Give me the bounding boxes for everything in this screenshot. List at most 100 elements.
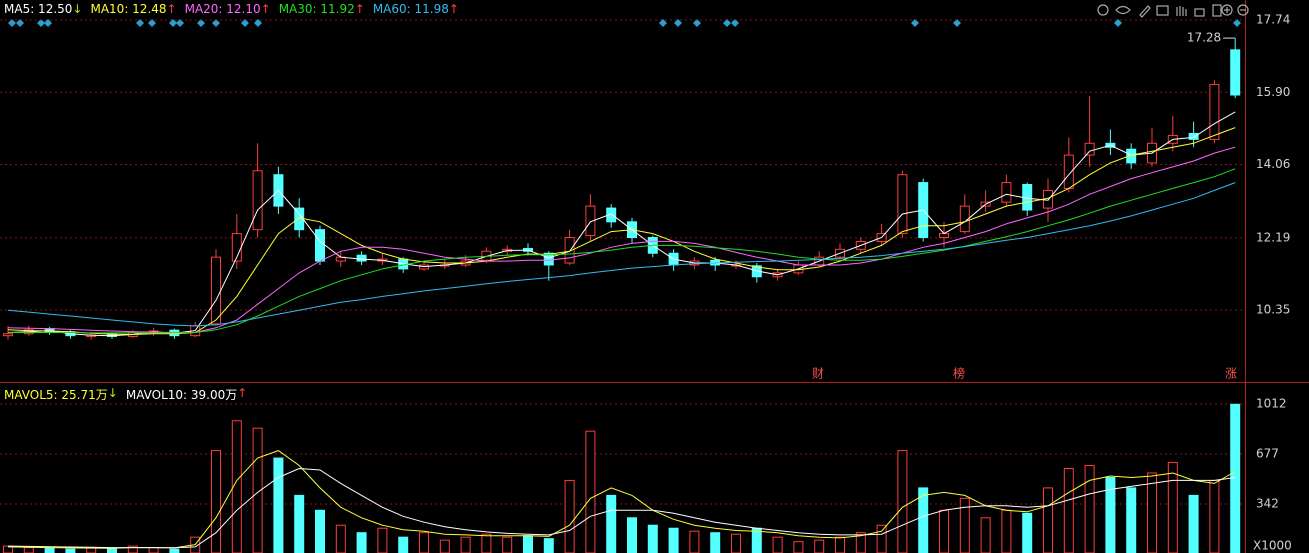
- legend-item: MA10: 12.48 ↑: [90, 2, 176, 16]
- volume-bar: [148, 547, 159, 553]
- volume-bar: [315, 509, 325, 553]
- y-tick-label: 17.74: [1256, 13, 1290, 27]
- store-button[interactable]: [1156, 5, 1169, 16]
- view-button[interactable]: [1115, 5, 1131, 15]
- candle-body: [939, 233, 949, 239]
- volume-bar: [1043, 487, 1053, 553]
- volume-bar: [897, 450, 908, 553]
- volume-bar: [689, 530, 700, 553]
- y-tick-label: 14.06: [1256, 157, 1290, 171]
- volume-bar: [543, 538, 554, 553]
- candle-body: [959, 205, 970, 233]
- y-tick-label: 677: [1256, 447, 1279, 461]
- ma-line: [7, 182, 1236, 327]
- volume-bar: [398, 536, 409, 553]
- candle-body: [1209, 83, 1220, 140]
- legend-item: MAVOL10: 39.00万 ↑: [126, 386, 247, 403]
- zoom-out-button[interactable]: [1237, 4, 1249, 16]
- y-tick-label: 15.90: [1256, 85, 1290, 99]
- legend-text: MA5: 12.50: [4, 2, 73, 16]
- high-label: 17.28: [1187, 31, 1221, 45]
- legend-arrow: ↑: [354, 2, 365, 16]
- zoom-in-button[interactable]: [1221, 4, 1233, 16]
- event-markers: [8, 19, 1241, 27]
- unit-label: X1000: [1253, 539, 1292, 553]
- legend-arrow: ↑: [448, 2, 459, 16]
- ma-line: [7, 111, 1236, 337]
- legend-item: MA60: 11.98 ↑: [373, 2, 459, 16]
- ma-line: [7, 450, 1236, 549]
- volume-bar: [1022, 512, 1033, 553]
- volume-bar: [502, 536, 513, 553]
- volume-bar: [294, 494, 305, 553]
- toolbar: [1097, 4, 1249, 18]
- volume-bar: [939, 509, 949, 553]
- draw-button[interactable]: [1139, 5, 1151, 18]
- candle-body: [252, 170, 263, 231]
- ma-line: [7, 127, 1236, 336]
- volume-bar: [1188, 494, 1199, 553]
- volume-bar: [1063, 468, 1074, 553]
- volume-bar: [419, 532, 429, 553]
- volume-bar: [211, 450, 221, 553]
- candle-body: [1188, 132, 1199, 140]
- volume-bar: [1230, 403, 1241, 553]
- candle-body: [543, 252, 554, 266]
- hand-button[interactable]: [1176, 6, 1187, 16]
- volume-bar: [772, 536, 783, 553]
- ma-line: [7, 146, 1236, 333]
- volume-bar: [335, 524, 346, 553]
- legend-item: MAVOL5: 25.71万 ↓: [4, 386, 118, 403]
- volume-bar: [169, 548, 180, 553]
- event-label: 榜: [953, 366, 965, 381]
- volume-bar: [959, 497, 970, 553]
- volume-bar: [460, 536, 471, 553]
- candle-body: [211, 256, 221, 325]
- volume-bar: [273, 457, 284, 553]
- ma-line: [8, 168, 1236, 334]
- volume-bar: [876, 524, 887, 553]
- legend-arrow: ↓: [72, 2, 83, 16]
- volume-bar: [44, 547, 55, 553]
- settings-button[interactable]: [1097, 4, 1109, 16]
- legend-text: MA60: 11.98: [372, 2, 449, 16]
- legend-text: MA10: 12.48: [90, 2, 167, 16]
- ma-line: [7, 467, 1236, 549]
- volume-bar: [1147, 472, 1157, 553]
- legend-arrow: ↑: [237, 386, 248, 400]
- volume-bar: [647, 524, 658, 553]
- volume-bar: [564, 479, 575, 553]
- doc-button[interactable]: [1212, 4, 1222, 17]
- volume-bar: [107, 547, 117, 553]
- legend-arrow: ↑: [166, 2, 177, 16]
- candle-body: [1126, 148, 1137, 164]
- volume-bar: [1209, 479, 1220, 553]
- volume-legend: MAVOL5: 25.71万 ↓ MAVOL10: 39.00万 ↑: [4, 386, 247, 403]
- volume-bar: [356, 532, 367, 553]
- legend-arrow: ↓: [107, 386, 118, 400]
- legend-text: MA30: 11.92: [278, 2, 355, 16]
- y-tick-label: 10.35: [1256, 303, 1290, 317]
- volume-bar: [918, 487, 929, 553]
- volume-bar: [751, 527, 762, 553]
- volume-bar: [1126, 487, 1137, 553]
- volume-bar: [814, 539, 825, 553]
- zoom-in-icon[interactable]: [1224, 7, 1230, 13]
- y-tick-label: 1012: [1256, 397, 1287, 411]
- candle-body: [585, 205, 596, 237]
- volume-bar: [23, 547, 34, 553]
- lock-button[interactable]: [1194, 8, 1205, 17]
- candle-body: [3, 333, 13, 337]
- volume-bar: [1001, 509, 1012, 553]
- volume-bar: [523, 535, 533, 553]
- candle-body: [315, 229, 325, 262]
- y-tick-label: 12.19: [1256, 230, 1290, 244]
- legend-arrow: ↑: [260, 2, 271, 16]
- volume-bar: [1167, 462, 1178, 553]
- candle-body: [356, 254, 367, 262]
- volume-bar: [835, 536, 845, 553]
- volume-bar: [65, 548, 76, 553]
- volume-bar: [1105, 476, 1116, 553]
